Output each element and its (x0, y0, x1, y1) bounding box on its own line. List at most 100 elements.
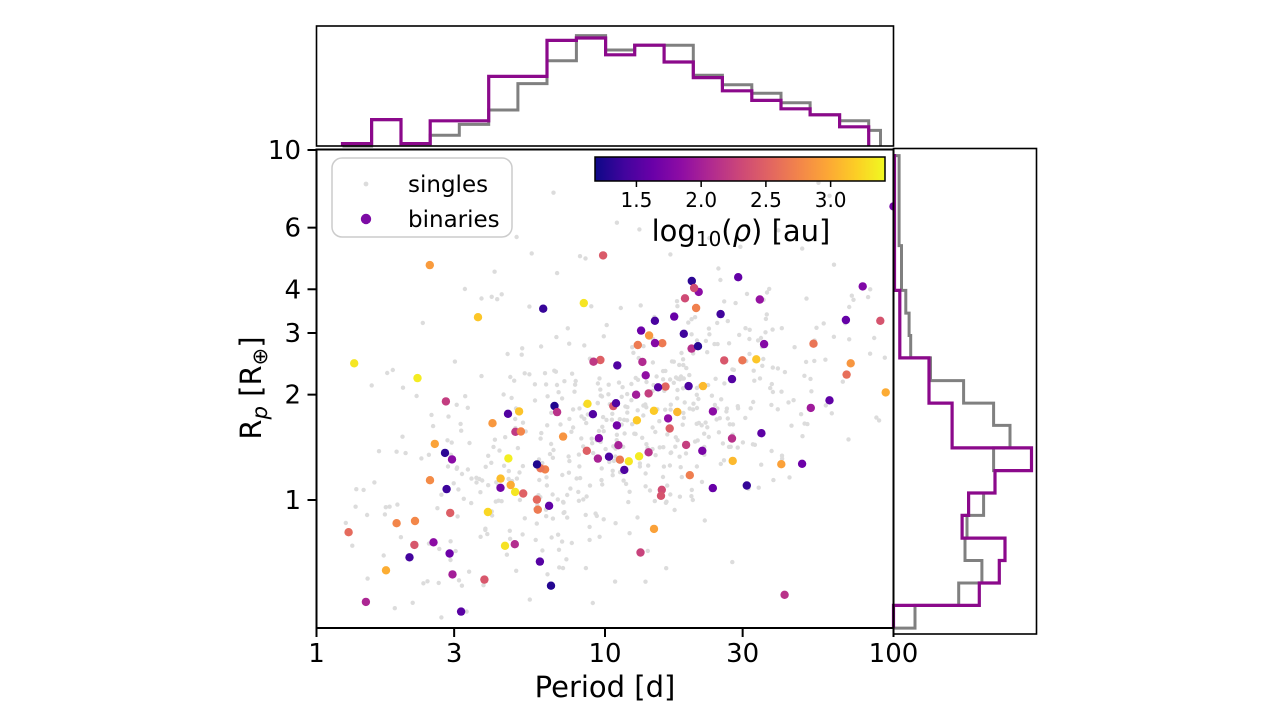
scatter-point-binary (532, 495, 542, 504)
colorbar-gradient (594, 156, 886, 182)
scatter-point-binary (483, 507, 493, 517)
scatter-point-single (569, 371, 575, 376)
scatter-point-binary (720, 356, 729, 365)
scatter-point-single (584, 494, 589, 499)
scatter-point-single (738, 244, 743, 249)
scatter-point-single (782, 369, 788, 375)
scatter-point-single (590, 600, 595, 606)
colorbar-tick-label: 2.0 (685, 188, 717, 212)
x-tick-label: 10 (588, 639, 621, 669)
scatter-point-single (570, 407, 576, 412)
scatter-point-single (581, 497, 586, 502)
scatter-point-single (591, 450, 596, 456)
scatter-point-single (823, 403, 828, 408)
scatter-point-single (559, 539, 565, 544)
scatter-point-single (542, 371, 548, 376)
scatter-point-binary (841, 315, 851, 325)
scatter-point-single (764, 312, 769, 317)
scatter-point-single (674, 299, 680, 304)
scatter-point-single (667, 463, 673, 468)
scatter-point-single (567, 416, 572, 422)
scatter-point-single (555, 532, 561, 537)
scatter-point-binary (650, 316, 660, 325)
scatter-point-single (641, 344, 646, 349)
scatter-point-single (606, 392, 611, 397)
scatter-point-single (840, 379, 845, 384)
scatter-point-single (439, 492, 444, 497)
scatter-point-single (682, 400, 687, 405)
scatter-point-single (565, 326, 570, 331)
scatter-point-single (589, 304, 594, 309)
scatter-point-single (556, 547, 562, 552)
scatter-point-single (802, 373, 807, 378)
scatter-point-binary (876, 316, 885, 325)
scatter-point-single (604, 417, 609, 423)
colorbar-label: log10(ρ) [au] (652, 214, 831, 251)
scatter-point-single (539, 430, 544, 436)
scatter-point-binary (673, 407, 682, 417)
scatter-point-single (747, 351, 752, 357)
scatter-point-binary (582, 446, 591, 455)
scatter-point-binary (615, 455, 625, 464)
legend-binaries-marker (360, 213, 372, 225)
scatter-point-binary (516, 427, 526, 436)
scatter-point-single (459, 428, 464, 433)
scatter-point-single (491, 444, 496, 450)
scatter-point-single (372, 480, 377, 485)
scatter-point-binary (558, 432, 568, 441)
scatter-point-binary (636, 548, 645, 557)
scatter-point-binary (752, 355, 761, 364)
scatter-point-single (583, 512, 588, 518)
scatter-point-single (726, 341, 732, 346)
scatter-point-single (681, 410, 686, 416)
scatter-point-single (882, 355, 887, 360)
x-tick-label: 30 (726, 639, 759, 669)
scatter-point-single (675, 387, 680, 393)
scatter-point-single (479, 373, 484, 379)
scatter-point-binary (653, 383, 663, 392)
scatter-point-single (514, 568, 519, 573)
scatter-point-single (692, 315, 698, 320)
scatter-point-single (556, 390, 561, 395)
scatter-point-binary (679, 329, 688, 338)
colorbar: log10(ρ) [au] (594, 156, 886, 251)
colorbar-tick-label: 2.5 (750, 188, 782, 212)
scatter-point-single (469, 476, 474, 481)
scatter-point-single (454, 402, 459, 407)
scatter-point-binary (644, 448, 653, 457)
scatter-point-binary (727, 434, 737, 443)
scatter-point-single (486, 483, 491, 488)
scatter-point-single (653, 453, 658, 458)
scatter-point-binary (641, 371, 650, 380)
scatter-point-single (537, 477, 542, 483)
scatter-point-single (829, 411, 834, 416)
scatter-point-single (508, 374, 513, 380)
scatter-point-single (675, 396, 680, 401)
scatter-point-binary (734, 273, 743, 282)
scatter-point-single (448, 539, 453, 544)
scatter-point-single (680, 386, 686, 391)
scatter-point-single (677, 454, 682, 459)
scatter-point-binary (544, 501, 554, 510)
scatter-point-binary (514, 407, 524, 416)
top-histogram-binaries (340, 36, 871, 146)
scatter-point-single (582, 416, 587, 421)
scatter-point-single (499, 292, 504, 297)
scatter-point-single (689, 332, 694, 337)
scatter-point-binary (846, 359, 855, 368)
scatter-point-single (576, 452, 582, 457)
x-tick-label: 100 (869, 639, 919, 669)
scatter-point-single (635, 515, 640, 520)
scatter-point-binary (442, 484, 451, 494)
scatter-point-single (446, 414, 451, 419)
scatter-point-single (612, 579, 618, 584)
right-histogram-singles (893, 154, 1012, 630)
scatter-point-single (576, 489, 581, 495)
scatter-point-single (558, 422, 563, 427)
scatter-point-single (663, 500, 669, 505)
scatter-point-single (821, 321, 826, 326)
scatter-point-single (694, 392, 699, 397)
scatter-point-single (721, 458, 727, 463)
scatter-point-single (791, 398, 796, 403)
scatter-point-single (812, 358, 817, 364)
